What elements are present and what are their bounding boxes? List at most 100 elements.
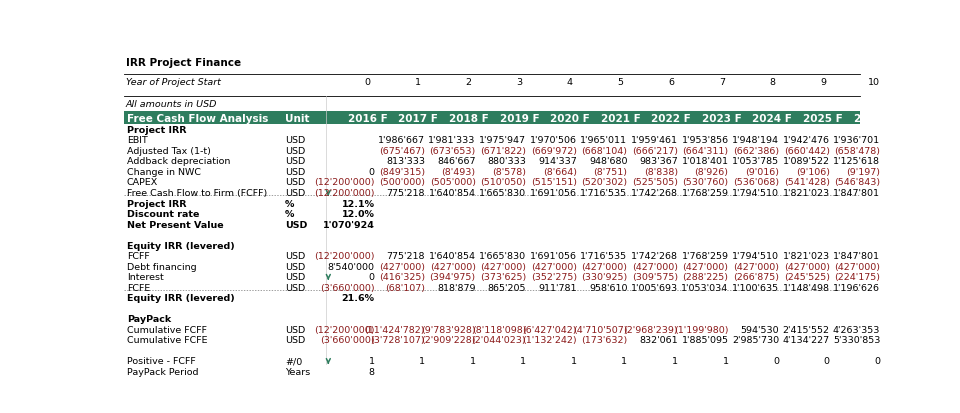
Text: (427'000): (427'000) — [783, 262, 829, 271]
Text: Addback depreciation: Addback depreciation — [127, 157, 230, 166]
Text: (173'632): (173'632) — [581, 335, 628, 344]
Text: 1: 1 — [419, 356, 425, 366]
Text: (675'467): (675'467) — [379, 147, 425, 156]
Text: 7: 7 — [719, 78, 725, 86]
Text: USD: USD — [285, 168, 305, 176]
Text: (427'000): (427'000) — [632, 262, 678, 271]
Text: %: % — [285, 209, 295, 218]
Text: (669'972): (669'972) — [531, 147, 577, 156]
Text: Cumulative FCFE: Cumulative FCFE — [127, 335, 207, 344]
Text: (1'132'242): (1'132'242) — [522, 335, 577, 344]
Text: (530'760): (530'760) — [683, 178, 729, 187]
Text: PayPack: PayPack — [127, 314, 171, 323]
Text: 1'986'667: 1'986'667 — [378, 136, 425, 145]
Text: CAPEX: CAPEX — [127, 178, 158, 187]
Text: 1'794'510: 1'794'510 — [732, 252, 780, 261]
Text: 2016 F: 2016 F — [348, 114, 388, 123]
Text: USD: USD — [285, 273, 305, 282]
Text: 4: 4 — [567, 78, 573, 86]
Text: 1'005'693: 1'005'693 — [631, 283, 678, 292]
Text: (673'653): (673'653) — [429, 147, 475, 156]
Text: 813'333: 813'333 — [386, 157, 425, 166]
Text: 1'953'856: 1'953'856 — [682, 136, 729, 145]
Text: Positive - FCFF: Positive - FCFF — [127, 356, 196, 366]
Text: 948'680: 948'680 — [588, 157, 628, 166]
Text: (9'783'928): (9'783'928) — [421, 325, 475, 334]
Text: 1'691'056: 1'691'056 — [530, 252, 577, 261]
Text: (536'068): (536'068) — [733, 178, 780, 187]
Text: (2'968'239): (2'968'239) — [623, 325, 678, 334]
Text: 8: 8 — [769, 78, 776, 86]
Text: Years: Years — [285, 367, 310, 376]
Text: USD: USD — [285, 147, 305, 156]
Text: Project IRR: Project IRR — [127, 126, 186, 135]
Text: (662'386): (662'386) — [733, 147, 780, 156]
Text: (427'000): (427'000) — [582, 262, 628, 271]
Text: 2019 F: 2019 F — [499, 114, 540, 123]
Text: Discount rate: Discount rate — [127, 209, 199, 218]
Text: Cumulative FCFF: Cumulative FCFF — [127, 325, 206, 334]
Text: (427'000): (427'000) — [480, 262, 526, 271]
Text: 2020 F: 2020 F — [550, 114, 589, 123]
Text: 2: 2 — [466, 78, 471, 86]
Text: Change in NWC: Change in NWC — [127, 168, 201, 176]
Text: (525'505): (525'505) — [632, 178, 678, 187]
Text: All amounts in USD: All amounts in USD — [126, 100, 218, 109]
Text: 1: 1 — [369, 356, 374, 366]
Text: Year of Project Start: Year of Project Start — [126, 78, 221, 86]
Text: 4'134'227: 4'134'227 — [782, 335, 829, 344]
Text: 8'540'000: 8'540'000 — [327, 262, 374, 271]
Text: (427'000): (427'000) — [430, 262, 475, 271]
Text: FCFE: FCFE — [127, 283, 150, 292]
Text: 1'768'259: 1'768'259 — [682, 252, 729, 261]
Text: Project IRR: Project IRR — [127, 199, 186, 208]
Text: (671'822): (671'822) — [480, 147, 526, 156]
Text: USD: USD — [285, 157, 305, 166]
Text: (427'000): (427'000) — [379, 262, 425, 271]
Text: 1: 1 — [571, 356, 577, 366]
Text: 1'089'522: 1'089'522 — [782, 157, 829, 166]
Text: 1'716'535: 1'716'535 — [580, 188, 628, 197]
Text: Equity IRR (levered): Equity IRR (levered) — [127, 294, 234, 302]
Text: 2025 F: 2025 F — [803, 114, 843, 123]
Text: (8'578): (8'578) — [492, 168, 526, 176]
Text: USD: USD — [285, 283, 305, 292]
Text: USD: USD — [285, 220, 307, 229]
Text: (416'325): (416'325) — [379, 273, 425, 282]
Text: 594'530: 594'530 — [740, 325, 780, 334]
Text: 1'742'268: 1'742'268 — [631, 188, 678, 197]
Text: Free Cash Flow to Firm (FCFF): Free Cash Flow to Firm (FCFF) — [127, 188, 267, 197]
Text: (500'000): (500'000) — [379, 178, 425, 187]
Text: 1: 1 — [469, 356, 475, 366]
Text: PayPack Period: PayPack Period — [127, 367, 198, 376]
Text: (394'975): (394'975) — [429, 273, 475, 282]
Text: (330'925): (330'925) — [581, 273, 628, 282]
Text: 775'218: 775'218 — [387, 252, 425, 261]
Text: 1'885'095: 1'885'095 — [682, 335, 729, 344]
Text: (541'428): (541'428) — [783, 178, 829, 187]
Text: 0: 0 — [369, 168, 374, 176]
Text: Debt financing: Debt financing — [127, 262, 197, 271]
Bar — [124, 112, 860, 125]
Text: (3'728'107): (3'728'107) — [371, 335, 425, 344]
Text: (12'200'000): (12'200'000) — [314, 252, 374, 261]
Text: 775'218: 775'218 — [387, 188, 425, 197]
Text: (12'200'000): (12'200'000) — [314, 178, 374, 187]
Text: (12'200'000): (12'200'000) — [314, 188, 374, 197]
Text: (8'926): (8'926) — [695, 168, 729, 176]
Text: Unit: Unit — [285, 114, 310, 123]
Text: 1'125'618: 1'125'618 — [833, 157, 880, 166]
Text: (1'199'980): (1'199'980) — [674, 325, 729, 334]
Text: 2'985'730: 2'985'730 — [732, 335, 780, 344]
Text: 832'061: 832'061 — [639, 335, 678, 344]
Text: 0: 0 — [365, 78, 371, 86]
Text: 10: 10 — [868, 78, 879, 86]
Text: 1: 1 — [672, 356, 678, 366]
Text: (427'000): (427'000) — [683, 262, 729, 271]
Text: (849'315): (849'315) — [379, 168, 425, 176]
Text: 914'337: 914'337 — [538, 157, 577, 166]
Text: 4'263'353: 4'263'353 — [833, 325, 880, 334]
Text: 3: 3 — [516, 78, 522, 86]
Text: USD: USD — [285, 262, 305, 271]
Text: 6: 6 — [668, 78, 674, 86]
